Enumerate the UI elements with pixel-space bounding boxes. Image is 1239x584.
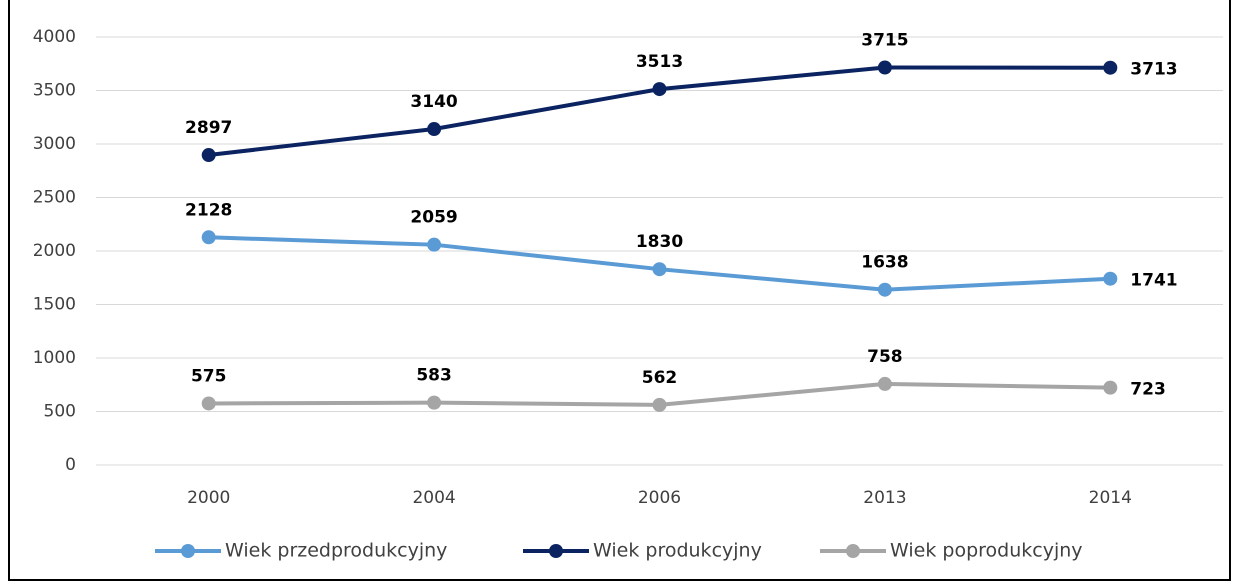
data-label: 562	[642, 368, 678, 388]
data-point	[1103, 60, 1118, 75]
data-point	[877, 376, 892, 391]
y-tick-label: 1500	[33, 295, 76, 315]
data-point	[427, 122, 442, 137]
x-tick-label: 2014	[1089, 488, 1132, 508]
data-label: 2128	[185, 200, 232, 220]
data-point	[1103, 271, 1118, 286]
y-tick-label: 1000	[33, 348, 76, 368]
data-label: 3140	[410, 92, 457, 112]
legend-marker	[181, 544, 195, 558]
data-label: 723	[1130, 380, 1166, 400]
data-point	[201, 396, 216, 411]
data-label: 758	[867, 347, 903, 367]
x-tick-label: 2004	[412, 488, 455, 508]
x-tick-label: 2006	[638, 488, 681, 508]
x-tick-label: 2013	[863, 488, 906, 508]
data-label: 1830	[636, 232, 683, 252]
data-label: 583	[416, 366, 452, 386]
data-point	[652, 262, 667, 277]
y-tick-label: 0	[65, 455, 76, 475]
y-tick-label: 3500	[33, 81, 76, 101]
legend-marker	[846, 544, 860, 558]
y-tick-label: 3000	[33, 134, 76, 154]
legend-marker	[549, 544, 563, 558]
data-label: 3513	[636, 52, 683, 72]
data-point	[201, 230, 216, 245]
data-point	[652, 397, 667, 412]
data-label: 3713	[1130, 60, 1177, 80]
legend-label: Wiek produkcyjny	[593, 540, 762, 562]
data-label: 2059	[410, 208, 457, 228]
data-point	[877, 60, 892, 75]
data-point	[201, 148, 216, 163]
data-point	[1103, 380, 1118, 395]
data-point	[427, 237, 442, 252]
y-tick-label: 500	[44, 402, 76, 422]
y-tick-label: 4000	[33, 27, 76, 47]
y-tick-label: 2500	[33, 188, 76, 208]
data-label: 1638	[861, 253, 908, 273]
data-label: 1741	[1130, 271, 1177, 291]
data-label: 575	[191, 366, 227, 386]
data-point	[652, 82, 667, 97]
x-tick-label: 2000	[187, 488, 230, 508]
y-tick-label: 2000	[33, 241, 76, 261]
data-point	[877, 282, 892, 297]
data-point	[427, 395, 442, 410]
data-label: 3715	[861, 30, 908, 50]
data-label: 2897	[185, 118, 232, 138]
legend-label: Wiek poprodukcyjny	[890, 540, 1083, 562]
legend-label: Wiek przedprodukcyjny	[225, 540, 447, 562]
